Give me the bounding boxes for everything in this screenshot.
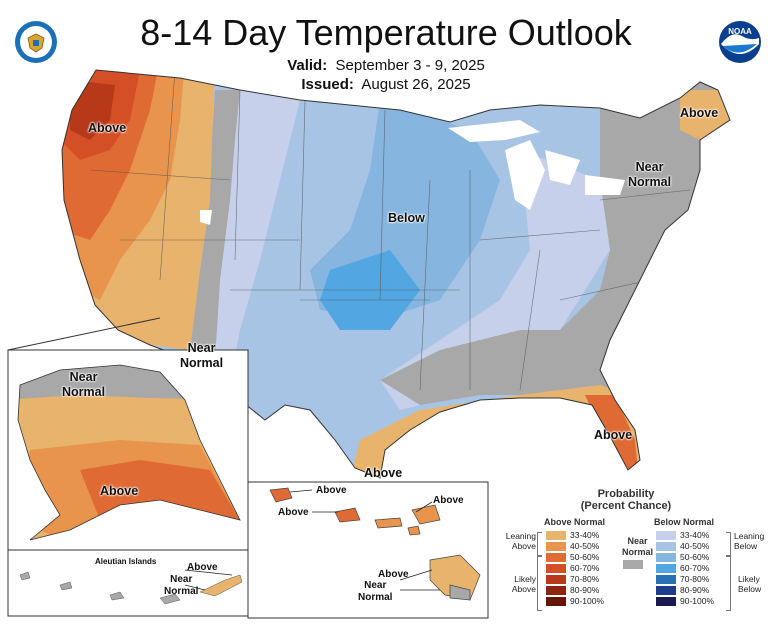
label-hawaii-near: Near Normal [358, 580, 393, 603]
page-title: 8-14 Day Temperature Outlook [140, 12, 632, 53]
legend-below-bin-label: 80-90% [680, 585, 710, 595]
valid-dates: Valid: September 3 - 9, 2025 [0, 57, 772, 74]
probability-legend: Probability (Percent Chance) Above Norma… [496, 486, 766, 626]
label-southwest: Near Normal [180, 341, 224, 370]
legend-below-bin-swatch [656, 531, 676, 540]
label-aleutian-near: Near Normal [164, 574, 199, 597]
legend-likely-above: Likely Above [511, 574, 536, 594]
label-hawaii-above-3: Above [433, 495, 464, 506]
label-alaska-south: Above [100, 484, 139, 498]
label-pacific-northwest: Above [88, 121, 127, 135]
legend-below-bin-swatch [656, 586, 676, 595]
legend-below-bin-swatch [656, 597, 676, 606]
legend-below-bin-label: 33-40% [680, 530, 710, 540]
legend-below-bin-label: 90-100% [680, 596, 715, 606]
label-hawaii-above-2: Above [278, 507, 309, 518]
issued-value: August 26, 2025 [361, 76, 471, 93]
legend-leaning-below: Leaning Below [734, 531, 765, 551]
label-maine: Above [680, 106, 719, 120]
legend-below-bin-label: 70-80% [680, 574, 710, 584]
legend-leaning-above: Leaning Above [505, 531, 536, 551]
issued-date: Issued: August 26, 2025 [0, 76, 772, 93]
issued-label: Issued: [301, 76, 354, 93]
legend-below-bin-swatch [656, 553, 676, 562]
legend-above-bin-label: 50-60% [570, 552, 600, 562]
legend-above-bin-label: 80-90% [570, 585, 600, 595]
noaa-logo-icon: NOAA [719, 21, 761, 63]
legend-above-bin-swatch [546, 586, 566, 595]
legend-above-bin-swatch [546, 531, 566, 540]
label-midwest: Below [388, 211, 425, 225]
legend-above-bin-swatch [546, 597, 566, 606]
legend-above-bin-swatch [546, 575, 566, 584]
legend-below-bin-label: 60-70% [680, 563, 710, 573]
legend-below-bin-swatch [656, 575, 676, 584]
legend-above-bin-swatch [546, 553, 566, 562]
legend-title: Probability (Percent Chance) [580, 488, 672, 512]
legend-above-bin-swatch [546, 564, 566, 573]
label-hawaii-above-4: Above [378, 569, 409, 580]
valid-value: September 3 - 9, 2025 [335, 57, 485, 74]
label-florida: Above [594, 428, 633, 442]
legend-below-header: Below Normal [654, 517, 715, 527]
label-aleutian-above: Above [187, 562, 218, 573]
legend-above-bin-label: 90-100% [570, 596, 605, 606]
label-hawaii-above-1: Above [316, 485, 347, 496]
legend-above-bin-label: 33-40% [570, 530, 600, 540]
valid-label: Valid: [287, 57, 328, 74]
legend-below-bin-swatch [656, 542, 676, 551]
label-northeast: Near Normal [628, 160, 672, 189]
legend-near-swatch [623, 560, 643, 569]
legend-below-bin-swatch [656, 564, 676, 573]
aleutian-title: Aleutian Islands [95, 557, 157, 566]
legend-below-bin-label: 40-50% [680, 541, 710, 551]
legend-above-bin-label: 60-70% [570, 563, 600, 573]
label-gulf: Above [364, 466, 403, 480]
legend-above-bin-label: 40-50% [570, 541, 600, 551]
commerce-seal-icon [15, 21, 57, 63]
legend-above-bin-label: 70-80% [570, 574, 600, 584]
legend-near-label: Near Normal [622, 536, 654, 557]
legend-likely-below: Likely Below [738, 574, 762, 594]
noaa-logo-text: NOAA [728, 27, 752, 36]
label-alaska-north: Near Normal [62, 370, 106, 399]
legend-above-bin-swatch [546, 542, 566, 551]
legend-below-bin-label: 50-60% [680, 552, 710, 562]
legend-above-header: Above Normal [544, 517, 606, 527]
